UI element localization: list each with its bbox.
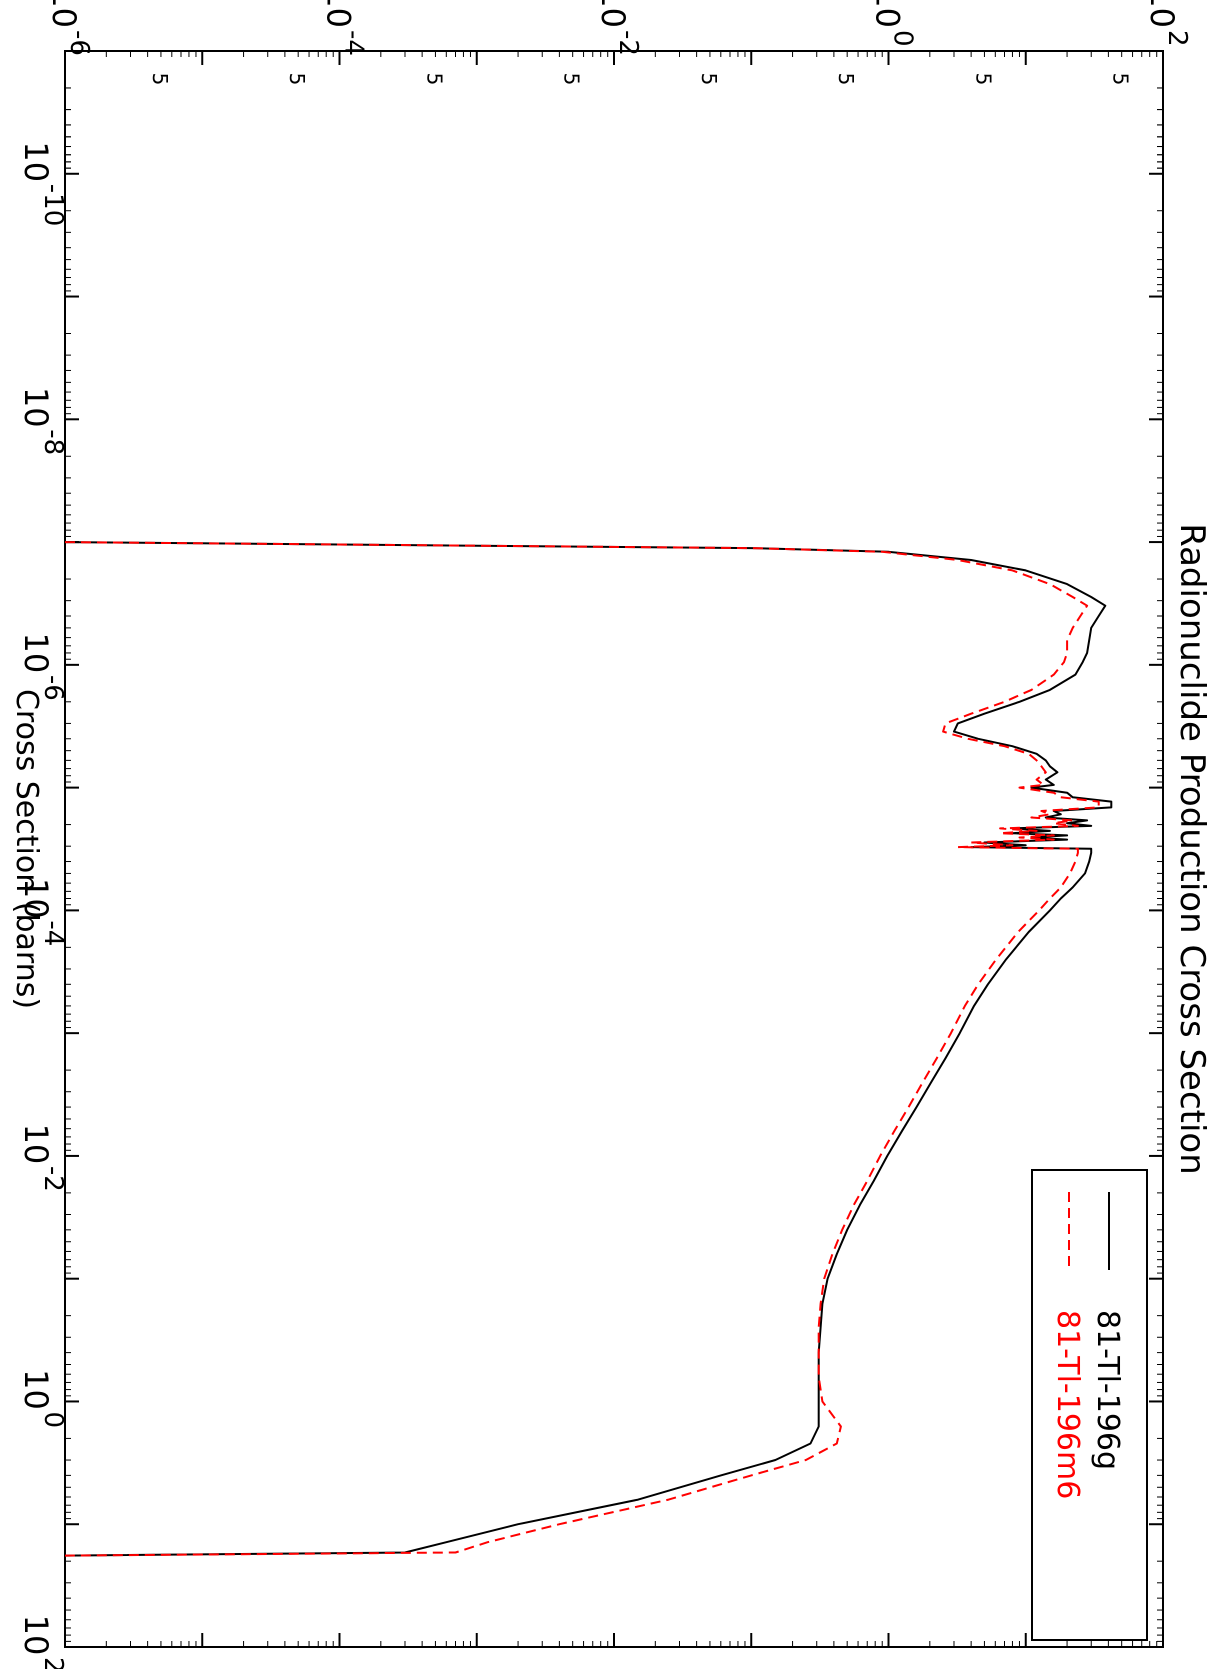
x-tick-label: 10 <box>17 1124 55 1165</box>
x-tick-label: 10 <box>17 387 55 428</box>
legend-box <box>1031 1169 1148 1641</box>
y-tick-exponent: 0 <box>888 30 918 47</box>
x-tick-exponent: -4 <box>38 920 68 946</box>
x-tick-label: 10 <box>17 1369 55 1410</box>
y-minor-label: 5 <box>148 73 172 86</box>
y-tick-exponent: -6 <box>64 30 94 56</box>
x-tick-label: 10 <box>17 632 55 673</box>
series-lines <box>64 541 1113 1557</box>
rotated-plot-group: Radionuclide Production Cross Section Cr… <box>9 0 1207 1669</box>
y-tick-label: 10 <box>869 0 907 28</box>
y-minor-label: 5 <box>834 73 858 86</box>
y-tick-exponent: 2 <box>1162 30 1192 47</box>
y-minor-label: 5 <box>1109 73 1133 86</box>
x-tick-exponent: -10 <box>38 184 68 226</box>
y-minor-label: 5 <box>560 73 584 86</box>
legend: 81-Tl-196g 81-Tl-196m6 <box>1031 1169 1148 1641</box>
x-tick-label: 10 <box>17 878 55 919</box>
legend-label-tl-196g: 81-Tl-196g <box>1090 1310 1125 1470</box>
chart-title: Radionuclide Production Cross Section <box>1172 523 1207 1175</box>
series-line-1 <box>64 541 1100 1557</box>
x-tick-exponent: -2 <box>38 1166 68 1192</box>
axis-ticks <box>64 50 1164 1648</box>
y-tick-label: 10 <box>1143 0 1181 28</box>
y-axis-label: Cross Section (barns) <box>9 689 44 1009</box>
x-tick-label: 10 <box>17 1615 55 1656</box>
x-tick-exponent: 2 <box>38 1657 68 1669</box>
y-tick-label: 10 <box>594 0 632 28</box>
y-minor-label: 5 <box>697 73 721 86</box>
x-tick-label: 10 <box>17 141 55 182</box>
y-minor-label: 5 <box>422 73 446 86</box>
legend-label-tl-196m6: 81-Tl-196m6 <box>1050 1310 1085 1499</box>
y-minor-label: 5 <box>285 73 309 86</box>
axis-tick-labels: 10-1010-810-610-410-210010210210010-210-… <box>17 0 1192 1669</box>
y-tick-exponent: -2 <box>613 30 643 56</box>
x-tick-exponent: -8 <box>38 429 68 455</box>
y-tick-label: 10 <box>45 0 83 28</box>
x-tick-exponent: 0 <box>38 1411 68 1428</box>
y-minor-label: 5 <box>971 73 995 86</box>
x-tick-exponent: -6 <box>38 675 68 701</box>
y-tick-exponent: -4 <box>339 30 369 56</box>
y-tick-label: 10 <box>320 0 358 28</box>
